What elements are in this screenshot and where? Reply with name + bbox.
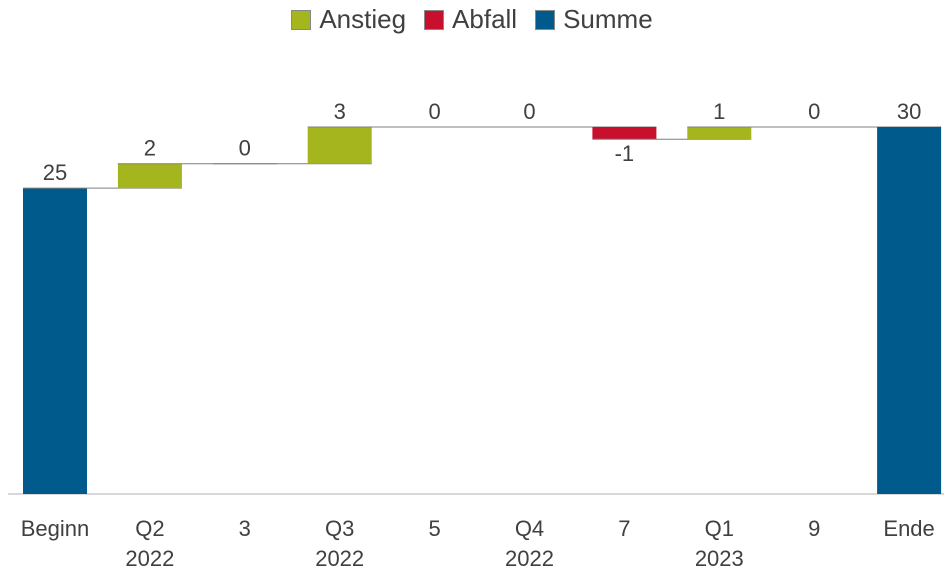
value-label: 2: [144, 136, 156, 161]
legend-item: Anstieg: [291, 4, 406, 35]
value-label: -1: [615, 141, 635, 166]
legend-swatch: [535, 9, 556, 30]
x-tick-label: 3: [238, 516, 251, 541]
bar: [687, 127, 752, 140]
bar: [23, 188, 87, 494]
x-tick-label: 9: [808, 516, 821, 541]
bar: [592, 127, 657, 140]
bar: [307, 127, 372, 164]
x-tick-label: 7: [618, 516, 631, 541]
legend-label: Abfall: [452, 4, 518, 34]
value-label: 25: [43, 160, 67, 185]
value-label: 0: [428, 99, 440, 124]
value-label: 30: [897, 99, 921, 124]
value-label: 3: [334, 99, 346, 124]
bar: [117, 163, 182, 189]
x-tick-label: Beginn: [20, 516, 90, 541]
legend-item: Abfall: [424, 4, 517, 35]
legend-label: Summe: [563, 4, 653, 34]
value-label: 0: [523, 99, 535, 124]
x-tick-label: 5: [428, 516, 441, 541]
bar: [877, 127, 942, 494]
legend: Anstieg Abfall Summe: [0, 4, 944, 35]
x-tick-label: Q1 2023: [694, 516, 744, 571]
value-label: 1: [713, 99, 725, 124]
x-tick-label: Q4 2022: [505, 516, 554, 571]
x-tick-label: Q2 2022: [125, 516, 175, 571]
value-label: 0: [808, 99, 820, 124]
legend-swatch: [291, 9, 312, 30]
legend-label: Anstieg: [319, 4, 407, 34]
legend-swatch: [424, 9, 445, 30]
legend-item: Summe: [535, 4, 653, 35]
x-tick-label: Ende: [883, 516, 935, 541]
value-label: 0: [239, 136, 251, 161]
x-tick-label: Q3 2022: [315, 516, 365, 571]
